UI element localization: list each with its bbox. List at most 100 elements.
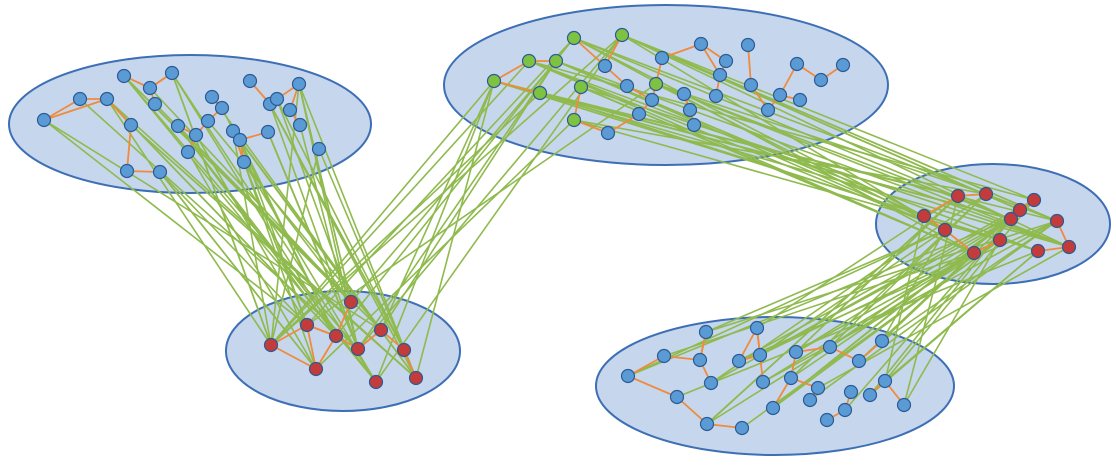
node-top-left: [282, 102, 298, 118]
node-bottom-right: [819, 412, 835, 428]
node-bottom-right: [755, 374, 771, 390]
node-bottom-left: [396, 342, 412, 358]
node-top-center: [566, 30, 582, 46]
node-top-left: [119, 163, 135, 179]
node-right: [937, 222, 953, 238]
inter-link-top-left-to-bottom-left: [269, 103, 359, 350]
intra-link-top-left: [43, 98, 108, 121]
node-right: [950, 188, 966, 204]
node-bottom-right: [877, 373, 893, 389]
node-bottom-left: [263, 337, 279, 353]
inter-link-top-center-to-bottom-left: [315, 119, 575, 370]
inter-link-right-to-bottom-right: [795, 252, 975, 353]
inter-cluster-links: [43, 34, 1070, 429]
inter-link-top-left-to-bottom-left: [276, 98, 352, 303]
node-top-center: [712, 67, 728, 83]
inter-link-top-center-to-bottom-left: [375, 80, 495, 383]
inter-link-right-to-bottom-right: [809, 220, 1058, 401]
inter-link-right-to-bottom-right: [790, 252, 975, 379]
inter-link-right-to-bottom-right: [772, 239, 1001, 409]
node-top-center: [654, 50, 670, 66]
node-top-center: [486, 73, 502, 89]
node-top-center: [686, 117, 702, 133]
node-bottom-right: [698, 324, 714, 340]
node-bottom-right: [703, 375, 719, 391]
node-top-center: [532, 85, 548, 101]
node-right: [1012, 202, 1028, 218]
intra-link-bottom-right: [627, 375, 678, 398]
inter-link-top-center-to-bottom-left: [350, 60, 557, 303]
inter-link-right-to-bottom-right: [676, 250, 1039, 398]
node-bottom-right: [692, 352, 708, 368]
inter-link-top-left-to-bottom-left: [159, 171, 308, 326]
node-top-left: [232, 132, 248, 148]
node-bottom-right: [843, 384, 859, 400]
node-top-center: [682, 102, 698, 118]
inter-link-top-center-to-bottom-left: [415, 80, 495, 379]
node-top-center: [772, 87, 788, 103]
node-bottom-right: [699, 416, 715, 432]
node-bottom-left: [308, 361, 324, 377]
node-top-left: [311, 141, 327, 157]
inter-link-top-center-to-right: [655, 83, 1070, 248]
node-top-left: [123, 117, 139, 133]
node-top-center: [708, 88, 724, 104]
node-top-left: [269, 91, 285, 107]
node-top-center: [693, 36, 709, 52]
cluster-ellipse-right: [875, 163, 1111, 285]
inter-link-right-to-bottom-right: [706, 195, 959, 425]
node-top-left: [214, 100, 230, 116]
node-top-center: [619, 78, 635, 94]
inter-link-right-to-bottom-right: [663, 252, 975, 357]
node-top-center: [644, 92, 660, 108]
inter-link-right-to-bottom-right: [627, 218, 1012, 377]
node-top-left: [292, 117, 308, 133]
node-top-left: [236, 154, 252, 170]
node-bottom-left: [350, 341, 366, 357]
node-top-left: [188, 127, 204, 143]
node-top-left: [36, 112, 52, 128]
node-top-center: [718, 53, 734, 69]
node-top-left: [260, 124, 276, 140]
inter-link-top-center-to-bottom-left: [380, 60, 557, 331]
inter-link-top-center-to-right: [573, 37, 1058, 222]
inter-link-top-center-to-right: [493, 80, 1070, 248]
node-bottom-left: [299, 317, 315, 333]
node-top-center: [813, 72, 829, 88]
node-top-center: [631, 106, 647, 122]
node-bottom-left: [343, 294, 359, 310]
inter-link-top-center-to-right: [555, 60, 925, 217]
node-bottom-right: [862, 387, 878, 403]
inter-link-top-left-to-bottom-left: [43, 119, 308, 326]
node-top-center: [566, 112, 582, 128]
inter-link-right-to-bottom-right: [884, 250, 1039, 382]
inter-link-top-center-to-right: [580, 86, 975, 254]
node-top-center: [597, 58, 613, 74]
node-right: [1061, 239, 1077, 255]
inter-link-top-center-to-bottom-left: [270, 80, 495, 346]
inter-link-right-to-bottom-right: [706, 239, 1001, 425]
node-top-left: [99, 91, 115, 107]
node-right: [966, 245, 982, 261]
node-top-center: [676, 86, 692, 102]
intra-link-bottom-left: [306, 324, 317, 370]
node-bottom-right: [802, 392, 818, 408]
node-top-left: [164, 65, 180, 81]
inter-link-top-center-to-right: [539, 92, 1012, 220]
node-bottom-right: [620, 368, 636, 384]
node-bottom-left: [373, 322, 389, 338]
inter-link-top-center-to-right: [573, 37, 975, 254]
inter-link-top-center-to-right: [621, 34, 1021, 211]
node-bottom-right: [749, 320, 765, 336]
node-top-left: [291, 76, 307, 92]
node-top-center: [760, 102, 776, 118]
node-right: [978, 186, 994, 202]
node-top-center: [789, 56, 805, 72]
node-bottom-left: [368, 374, 384, 390]
inter-link-top-center-to-right: [573, 37, 1012, 220]
node-bottom-right: [851, 353, 867, 369]
inter-link-right-to-bottom-right: [884, 215, 925, 382]
inter-link-top-center-to-right: [555, 60, 1070, 248]
inter-link-right-to-bottom-right: [881, 229, 946, 342]
inter-link-right-to-bottom-right: [903, 239, 1001, 406]
